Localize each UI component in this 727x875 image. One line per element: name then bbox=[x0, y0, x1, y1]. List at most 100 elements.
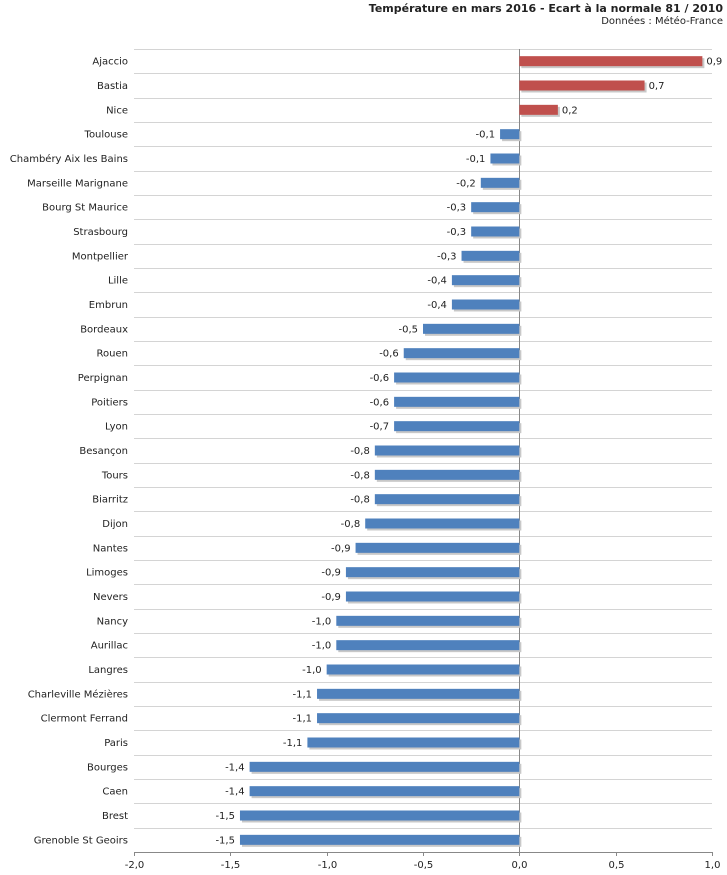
x-tick-label: -1,0 bbox=[318, 860, 338, 871]
bar bbox=[374, 494, 520, 505]
value-label: -0,4 bbox=[427, 276, 447, 287]
bar bbox=[239, 810, 520, 821]
bar bbox=[365, 518, 520, 529]
bar bbox=[461, 250, 520, 261]
bar bbox=[519, 80, 645, 91]
category-label: Grenoble St Geoirs bbox=[34, 835, 128, 846]
value-label: -1,5 bbox=[215, 835, 235, 846]
value-label: 0,9 bbox=[706, 57, 722, 68]
value-label: -1,0 bbox=[302, 665, 322, 676]
bar bbox=[345, 591, 520, 602]
category-label: Ajaccio bbox=[92, 57, 128, 68]
bar bbox=[471, 226, 520, 237]
value-label: -0,9 bbox=[321, 568, 341, 579]
value-label: -0,8 bbox=[350, 495, 370, 506]
x-tick-label: -0,5 bbox=[414, 860, 434, 871]
x-tick-label: 0,0 bbox=[512, 860, 528, 871]
value-label: -0,1 bbox=[466, 154, 486, 165]
value-label: -1,1 bbox=[293, 689, 313, 700]
chart-title: Température en mars 2016 - Ecart à la no… bbox=[368, 2, 723, 15]
bar bbox=[317, 688, 520, 699]
bar bbox=[317, 713, 520, 724]
category-label: Rouen bbox=[97, 349, 128, 360]
value-label: -0,4 bbox=[427, 300, 447, 311]
bar bbox=[355, 542, 520, 553]
bar bbox=[394, 396, 520, 407]
value-label: -0,6 bbox=[370, 373, 390, 384]
value-label: -0,3 bbox=[447, 203, 467, 214]
value-label: -0,2 bbox=[456, 178, 476, 189]
category-label: Aurillac bbox=[91, 641, 128, 652]
bar bbox=[471, 202, 520, 213]
bar bbox=[394, 372, 520, 383]
value-label: -1,4 bbox=[225, 762, 245, 773]
bar bbox=[239, 834, 520, 845]
bar bbox=[500, 129, 520, 140]
bar bbox=[336, 615, 520, 626]
value-label: -1,4 bbox=[225, 787, 245, 798]
x-tick-label: -2,0 bbox=[125, 860, 145, 871]
bar bbox=[490, 153, 520, 164]
bar bbox=[249, 786, 520, 797]
category-label: Limoges bbox=[86, 568, 128, 579]
category-label: Paris bbox=[104, 738, 128, 749]
value-label: -0,3 bbox=[437, 251, 457, 262]
category-label: Besançon bbox=[79, 446, 128, 457]
category-label: Bastia bbox=[97, 81, 128, 92]
value-label: -0,9 bbox=[331, 543, 351, 554]
category-label: Lille bbox=[108, 276, 128, 287]
bar bbox=[345, 567, 520, 578]
category-label: Nice bbox=[106, 105, 128, 116]
value-label: -0,1 bbox=[476, 130, 496, 141]
category-label: Poitiers bbox=[91, 397, 128, 408]
bar bbox=[519, 104, 558, 115]
category-label: Chambéry Aix les Bains bbox=[10, 153, 128, 165]
x-tick-label: 0,5 bbox=[609, 860, 625, 871]
bar bbox=[374, 445, 520, 456]
bar bbox=[307, 737, 520, 748]
value-label: -1,5 bbox=[215, 811, 235, 822]
category-label: Lyon bbox=[105, 422, 128, 433]
value-label: -0,8 bbox=[350, 470, 370, 481]
category-label: Strasbourg bbox=[73, 227, 128, 238]
category-label: Dijon bbox=[102, 519, 128, 530]
value-label: -1,0 bbox=[312, 616, 332, 627]
value-label: -0,6 bbox=[370, 397, 390, 408]
value-label: -0,3 bbox=[447, 227, 467, 238]
bar bbox=[451, 275, 520, 286]
bar bbox=[403, 348, 520, 359]
category-label: Nantes bbox=[93, 543, 128, 554]
value-label: -0,7 bbox=[370, 422, 390, 433]
category-label: Charleville Mézières bbox=[28, 688, 128, 700]
category-label: Toulouse bbox=[84, 130, 128, 141]
category-label: Tours bbox=[101, 470, 128, 481]
value-label: -0,6 bbox=[379, 349, 399, 360]
category-label: Brest bbox=[102, 811, 128, 822]
category-label: Nevers bbox=[93, 592, 128, 603]
category-label: Langres bbox=[88, 665, 128, 676]
value-label: -0,9 bbox=[321, 592, 341, 603]
bar bbox=[480, 177, 520, 188]
value-label: -0,8 bbox=[341, 519, 361, 530]
category-label: Nancy bbox=[97, 616, 128, 627]
bar bbox=[394, 421, 520, 432]
category-label: Montpellier bbox=[72, 251, 129, 262]
bar bbox=[336, 640, 520, 651]
bar bbox=[423, 323, 520, 334]
category-label: Embrun bbox=[89, 300, 128, 311]
category-label: Marseille Marignane bbox=[27, 178, 128, 189]
bar bbox=[451, 299, 520, 310]
value-label: -1,1 bbox=[293, 714, 313, 725]
value-label: 0,7 bbox=[649, 81, 665, 92]
category-label: Bourges bbox=[87, 762, 128, 773]
x-tick-label: 1,0 bbox=[705, 860, 721, 871]
category-label: Biarritz bbox=[92, 495, 128, 506]
value-label: -0,5 bbox=[398, 324, 418, 335]
category-label: Clermont Ferrand bbox=[41, 714, 128, 725]
bar bbox=[374, 469, 520, 480]
category-label: Bordeaux bbox=[80, 324, 128, 335]
bar bbox=[326, 664, 520, 675]
bar bbox=[519, 56, 703, 67]
category-label: Bourg St Maurice bbox=[42, 203, 128, 214]
